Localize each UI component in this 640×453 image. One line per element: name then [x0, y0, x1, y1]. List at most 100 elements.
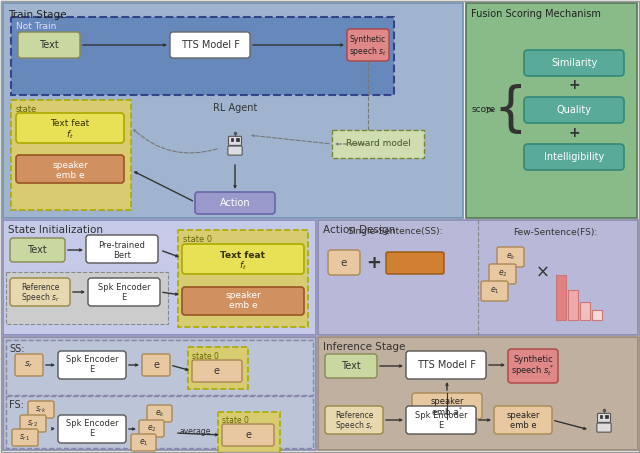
Text: e: e: [153, 360, 159, 370]
FancyBboxPatch shape: [347, 29, 389, 61]
Text: Reference: Reference: [335, 410, 373, 419]
Text: speech $s_t^*$: speech $s_t^*$: [511, 364, 555, 378]
Text: Quality: Quality: [557, 105, 591, 115]
Text: state 0: state 0: [222, 416, 249, 425]
FancyBboxPatch shape: [228, 136, 241, 145]
FancyBboxPatch shape: [58, 415, 126, 443]
FancyBboxPatch shape: [508, 349, 558, 383]
Text: $f_t$: $f_t$: [239, 260, 247, 272]
FancyBboxPatch shape: [494, 406, 552, 434]
Bar: [568, 290, 578, 320]
FancyBboxPatch shape: [10, 278, 70, 306]
FancyBboxPatch shape: [524, 50, 624, 76]
FancyBboxPatch shape: [142, 354, 170, 376]
Text: state 0: state 0: [192, 352, 219, 361]
Text: emb e: emb e: [509, 420, 536, 429]
Text: $e_k$: $e_k$: [155, 409, 165, 419]
Text: emb $a^*$: emb $a^*$: [431, 406, 463, 418]
FancyBboxPatch shape: [598, 413, 611, 422]
Bar: [3, 337, 316, 450]
Text: average: average: [179, 427, 211, 435]
Bar: [318, 337, 638, 450]
Bar: [556, 275, 566, 320]
Text: Spk Encoder: Spk Encoder: [66, 356, 118, 365]
Text: speaker: speaker: [506, 410, 540, 419]
Text: Train Stage: Train Stage: [8, 10, 67, 20]
FancyBboxPatch shape: [497, 247, 524, 267]
Text: emb e: emb e: [228, 302, 257, 310]
Bar: [3, 3, 463, 218]
Text: Inference Stage: Inference Stage: [323, 342, 405, 352]
Text: SS:: SS:: [9, 344, 24, 354]
Bar: [218, 412, 280, 453]
Text: Text feat: Text feat: [51, 120, 90, 129]
Text: speaker: speaker: [52, 160, 88, 169]
Text: $s_{r1}$: $s_{r1}$: [19, 433, 31, 443]
FancyBboxPatch shape: [16, 113, 124, 143]
FancyBboxPatch shape: [524, 97, 624, 123]
Text: speech $s_t$: speech $s_t$: [349, 44, 387, 58]
Text: Action: Action: [220, 198, 250, 208]
Text: speaker: speaker: [225, 291, 261, 300]
FancyBboxPatch shape: [170, 32, 250, 58]
FancyBboxPatch shape: [58, 351, 126, 379]
Text: e: e: [245, 430, 251, 440]
Text: Bert: Bert: [113, 251, 131, 260]
Text: e: e: [214, 366, 220, 376]
Text: $e_2$: $e_2$: [147, 424, 157, 434]
Text: $f_t$: $f_t$: [66, 129, 74, 141]
Bar: [6, 340, 313, 395]
FancyBboxPatch shape: [406, 406, 476, 434]
Bar: [188, 347, 248, 389]
Text: Speech $s_r$: Speech $s_r$: [335, 419, 374, 432]
FancyBboxPatch shape: [10, 238, 65, 262]
Text: Similarity: Similarity: [551, 58, 597, 68]
Text: TTS Model F: TTS Model F: [180, 40, 239, 50]
Text: state 0: state 0: [183, 235, 212, 244]
Bar: [231, 138, 234, 140]
Text: +: +: [568, 126, 580, 140]
FancyBboxPatch shape: [20, 415, 46, 432]
FancyBboxPatch shape: [86, 235, 158, 263]
Text: speaker: speaker: [430, 397, 464, 406]
Text: Not Train: Not Train: [16, 22, 56, 31]
Bar: [6, 272, 168, 324]
Text: +: +: [367, 254, 381, 272]
Text: Spk Encoder: Spk Encoder: [415, 410, 467, 419]
Bar: [6, 396, 313, 448]
Text: Spk Encoder: Spk Encoder: [66, 419, 118, 429]
Text: RL Agent: RL Agent: [213, 103, 257, 113]
FancyBboxPatch shape: [597, 423, 611, 432]
Text: emb e: emb e: [56, 170, 84, 179]
FancyBboxPatch shape: [16, 155, 124, 183]
Text: $e_1$: $e_1$: [490, 286, 500, 296]
Bar: [580, 302, 590, 320]
Bar: [236, 138, 239, 140]
Text: Intelligibility: Intelligibility: [544, 152, 604, 162]
Text: Speech $s_r$: Speech $s_r$: [20, 290, 60, 304]
Text: $s_r$: $s_r$: [24, 360, 34, 370]
Bar: [332, 130, 424, 158]
Text: {: {: [493, 84, 527, 136]
FancyBboxPatch shape: [406, 351, 486, 379]
FancyBboxPatch shape: [147, 405, 172, 422]
FancyBboxPatch shape: [18, 32, 80, 58]
Text: Text: Text: [341, 361, 361, 371]
Text: E: E: [122, 293, 127, 302]
FancyBboxPatch shape: [412, 393, 482, 419]
Text: Synthetic: Synthetic: [350, 35, 386, 44]
FancyBboxPatch shape: [192, 360, 242, 382]
Bar: [605, 415, 607, 418]
Bar: [318, 220, 638, 335]
FancyBboxPatch shape: [28, 401, 54, 418]
Bar: [11, 17, 394, 95]
FancyBboxPatch shape: [222, 424, 274, 446]
Text: state: state: [16, 105, 37, 114]
Text: TTS Model F: TTS Model F: [417, 360, 476, 370]
Text: Synthetic: Synthetic: [513, 356, 553, 365]
FancyBboxPatch shape: [12, 429, 38, 446]
FancyBboxPatch shape: [88, 278, 160, 306]
Text: E: E: [90, 366, 95, 375]
Bar: [466, 3, 637, 218]
Text: E: E: [90, 429, 95, 439]
